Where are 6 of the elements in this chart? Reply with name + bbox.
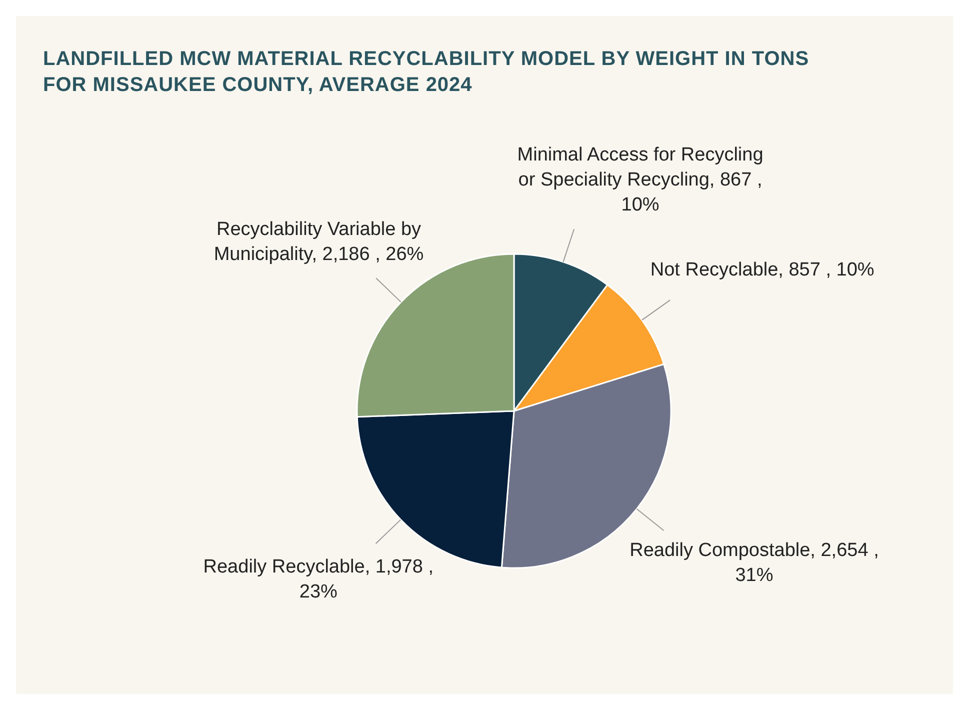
chart-title: LANDFILLED MCW MATERIAL RECYCLABILITY MODEL BY WEIGHT IN TONS FOR MISSAUKEE COUNTY, AVERAGE 2024 — [43, 48, 810, 96]
slice-label: Not Recyclable, 857 , 10% — [650, 260, 874, 281]
slice-label: Readily Recyclable, 1,978 , 23% — [203, 556, 434, 602]
slice-label: Readily Compostable, 2,654 , 31% — [630, 540, 879, 586]
slice-label: Recyclability Variable by Municipality, 2,186 , 26% — [214, 219, 424, 266]
slice-label: Minimal Access for Recycling or Speciality Recycling, 867 , 10% — [517, 144, 764, 216]
